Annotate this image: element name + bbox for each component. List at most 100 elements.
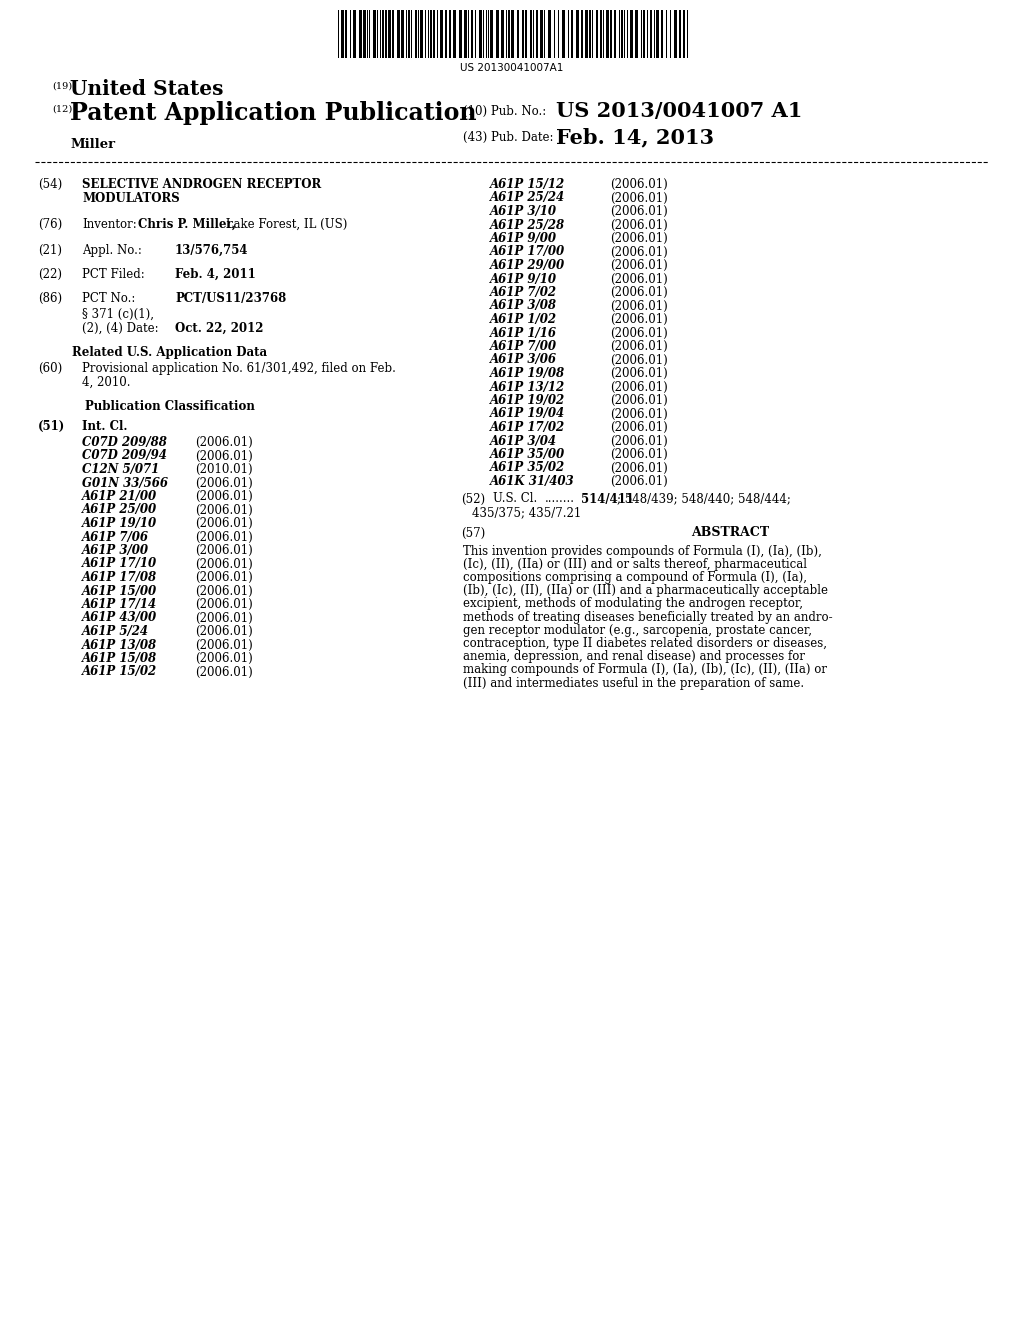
Bar [501,11,504,58]
Bar [525,11,527,58]
Bar [382,11,384,58]
Bar [408,11,410,58]
Bar [341,11,344,58]
Bar [517,11,519,58]
Text: MODULATORS: MODULATORS [82,191,180,205]
Bar [490,11,493,58]
Text: Patent Application Publication: Patent Application Publication [70,102,476,125]
Bar [385,11,387,58]
Bar [359,11,362,58]
Text: (2006.01): (2006.01) [195,585,253,598]
Text: (2006.01): (2006.01) [195,572,253,583]
Bar [606,11,609,58]
Bar [449,11,451,58]
Text: (2006.01): (2006.01) [610,421,668,434]
Text: U.S. Cl.: U.S. Cl. [493,492,538,506]
Text: (2006.01): (2006.01) [195,639,253,652]
Bar [511,11,514,58]
Bar [621,11,623,58]
Text: A61P 9/00: A61P 9/00 [490,232,557,246]
Text: (19): (19) [52,82,72,91]
Text: (2006.01): (2006.01) [610,393,668,407]
Bar [388,11,391,58]
Text: 435/375; 435/7.21: 435/375; 435/7.21 [472,506,581,519]
Bar [635,11,638,58]
Bar [600,11,602,58]
Text: (60): (60) [38,362,62,375]
Text: compositions comprising a compound of Formula (I), (Ia),: compositions comprising a compound of Fo… [463,572,807,583]
Bar [420,11,423,58]
Text: (2006.01): (2006.01) [610,178,668,191]
Bar [571,11,573,58]
Bar [471,11,473,58]
Bar [540,11,543,58]
Text: A61P 17/14: A61P 17/14 [82,598,157,611]
Text: making compounds of Formula (I), (Ia), (Ib), (Ic), (II), (IIa) or: making compounds of Formula (I), (Ia), (… [463,664,827,676]
Text: A61P 13/12: A61P 13/12 [490,380,565,393]
Text: A61P 7/06: A61P 7/06 [82,531,150,544]
Text: (2006.01): (2006.01) [195,557,253,570]
Text: Appl. No.:: Appl. No.: [82,244,142,257]
Text: A61P 35/02: A61P 35/02 [490,462,565,474]
Text: A61P 19/04: A61P 19/04 [490,408,565,421]
Text: (2006.01): (2006.01) [610,286,668,300]
Text: ABSTRACT: ABSTRACT [691,527,769,540]
Bar [508,11,510,58]
Text: (2006.01): (2006.01) [610,246,668,259]
Text: (2), (4) Date:: (2), (4) Date: [82,322,159,335]
Text: (10) Pub. No.:: (10) Pub. No.: [463,106,546,117]
Text: (2006.01): (2006.01) [610,408,668,421]
Text: (2006.01): (2006.01) [195,436,253,449]
Text: A61P 29/00: A61P 29/00 [490,259,565,272]
Text: (2006.01): (2006.01) [610,447,668,461]
Bar [479,11,482,58]
Text: (2006.01): (2006.01) [610,326,668,339]
Text: (52): (52) [461,492,485,506]
Text: (2006.01): (2006.01) [195,652,253,665]
Bar [522,11,524,58]
Text: C07D 209/88: C07D 209/88 [82,436,167,449]
Text: A61P 17/00: A61P 17/00 [490,246,565,259]
Bar [656,11,659,58]
Text: (2006.01): (2006.01) [610,205,668,218]
Text: A61P 9/10: A61P 9/10 [490,272,557,285]
Text: A61P 15/02: A61P 15/02 [82,665,157,678]
Bar [630,11,633,58]
Bar [345,11,347,58]
Text: Publication Classification: Publication Classification [85,400,255,413]
Text: A61P 25/28: A61P 25/28 [490,219,565,231]
Text: (86): (86) [38,292,62,305]
Bar [373,11,376,58]
Text: (2006.01): (2006.01) [610,259,668,272]
Text: A61P 3/00: A61P 3/00 [82,544,150,557]
Text: A61K 31/403: A61K 31/403 [490,475,574,488]
Text: PCT No.:: PCT No.: [82,292,135,305]
Bar [674,11,677,58]
Bar [459,11,462,58]
Bar [610,11,612,58]
Text: gen receptor modulator (e.g., sarcopenia, prostate cancer,: gen receptor modulator (e.g., sarcopenia… [463,624,812,636]
Text: ; 548/439; 548/440; 548/444;: ; 548/439; 548/440; 548/444; [617,492,791,506]
Bar [562,11,565,58]
Text: A61P 21/00: A61P 21/00 [82,490,157,503]
Text: (Ic), (II), (IIa) or (III) and or salts thereof, pharmaceutical: (Ic), (II), (IIa) or (III) and or salts … [463,557,807,570]
Text: Feb. 14, 2013: Feb. 14, 2013 [556,127,714,147]
Bar [362,11,366,58]
Text: (2006.01): (2006.01) [610,313,668,326]
Text: A61P 1/02: A61P 1/02 [490,313,557,326]
Text: excipient, methods of modulating the androgen receptor,: excipient, methods of modulating the and… [463,598,803,610]
Text: (2006.01): (2006.01) [610,219,668,231]
Bar [536,11,538,58]
Text: A61P 25/00: A61P 25/00 [82,503,157,516]
Bar [575,11,579,58]
Text: 13/576,754: 13/576,754 [175,244,249,257]
Text: Oct. 22, 2012: Oct. 22, 2012 [175,322,263,335]
Text: (2006.01): (2006.01) [195,544,253,557]
Text: (2006.01): (2006.01) [195,490,253,503]
Text: (2006.01): (2006.01) [610,341,668,352]
Text: This invention provides compounds of Formula (I), (Ia), (Ib),: This invention provides compounds of For… [463,544,822,557]
Text: ........: ........ [545,492,575,506]
Bar [353,11,356,58]
Bar [683,11,685,58]
Bar [464,11,467,58]
